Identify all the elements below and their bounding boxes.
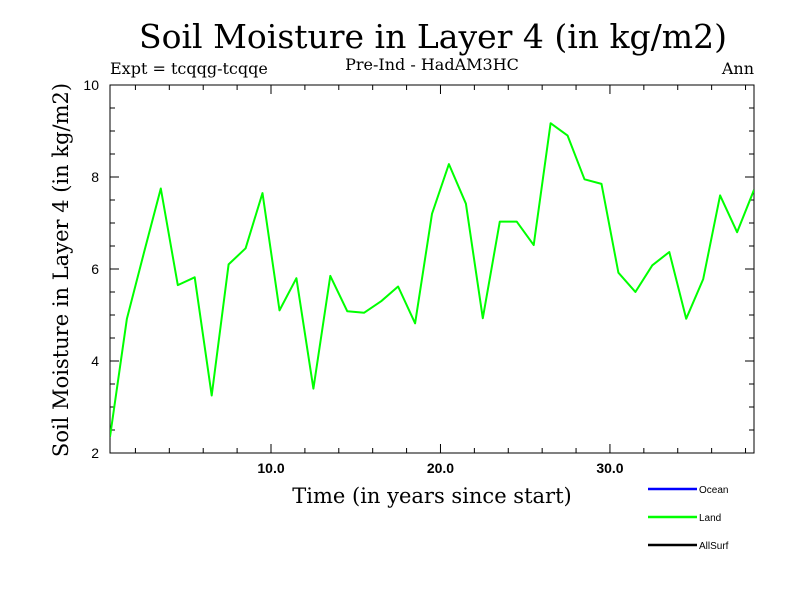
legend-label-ocean: Ocean: [699, 485, 728, 496]
chart-title: Soil Moisture in Layer 4 (in kg/m2): [139, 17, 727, 56]
y-tick-label: 2: [91, 445, 99, 461]
chart-subtitle-center: Pre-Ind - HadAM3HC: [345, 55, 519, 74]
x-axis-label: Time (in years since start): [292, 484, 571, 508]
y-axis-label: Soil Moisture in Layer 4 (in kg/m2): [49, 83, 73, 457]
legend-label-land: Land: [699, 513, 721, 524]
legend-label-allsurf: AllSurf: [699, 541, 729, 552]
y-tick-label: 8: [91, 169, 99, 185]
y-tick-label: 6: [91, 261, 99, 277]
y-tick-labels: 2 4 6 8 10: [83, 77, 99, 461]
x-tick-label: 10.0: [257, 460, 284, 476]
series-layer: [110, 122, 754, 438]
x-tick-label: 20.0: [427, 460, 454, 476]
y-tick-label: 10: [83, 77, 99, 93]
x-tick-labels: 10.0 20.0 30.0: [257, 460, 623, 476]
series-line-land: [110, 122, 754, 438]
chart-subtitle-left: Expt = tcqqg-tcqqe: [110, 59, 268, 78]
plot-frame: [109, 84, 755, 454]
axis-ticks: [110, 84, 754, 454]
chart-subtitle-right: Ann: [721, 59, 754, 78]
x-tick-label: 30.0: [596, 460, 623, 476]
y-tick-label: 4: [91, 353, 99, 369]
legend: Ocean Land AllSurf: [648, 485, 729, 552]
